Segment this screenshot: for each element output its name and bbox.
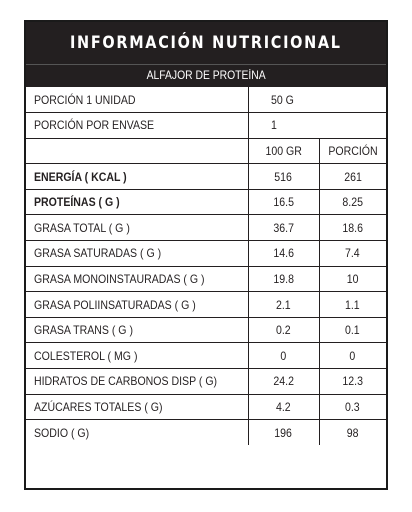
- nutrient-name: COLESTEROL ( MG ): [26, 342, 249, 370]
- nutrient-name: ENERGÍA ( KCAL ): [26, 163, 249, 190]
- nutrient-row: GRASA POLIINSATURADAS ( G ) 2.1 1.1: [26, 291, 387, 318]
- product-name-bar: ALFAJOR DE PROTEÍNA: [26, 64, 386, 87]
- nutrient-name: AZÚCARES TOTALES ( G): [26, 393, 249, 421]
- nutrient-value-per-serving: 10: [318, 265, 387, 293]
- nutrient-name: PROTEÍNAS ( G ): [26, 188, 249, 216]
- label-title-bar: INFORMACIÓN NUTRICIONAL: [26, 22, 386, 64]
- nutrient-name: GRASA MONOINSTAURADAS ( G ): [26, 265, 249, 293]
- nutrient-value-per-serving: 18.6: [318, 214, 387, 242]
- nutrient-row: AZÚCARES TOTALES ( G) 4.2 0.3: [26, 393, 387, 421]
- nutrient-value-per-100: 24.2: [247, 368, 320, 395]
- nutrient-row: PROTEÍNAS ( G ) 16.5 8.25: [26, 188, 387, 216]
- column-header-per-100: 100 GR: [247, 137, 320, 165]
- nutrient-name: GRASA SATURADAS ( G ): [26, 240, 249, 267]
- nutrient-value-per-serving: 0.1: [318, 316, 387, 344]
- nutrient-row: HIDRATOS DE CARBONOS DISP ( G) 24.2 12.3: [26, 368, 387, 395]
- nutrient-name: GRASA TRANS ( G ): [26, 316, 249, 344]
- column-header-empty: [26, 137, 249, 165]
- nutrient-row: COLESTEROL ( MG ) 0 0: [26, 342, 387, 370]
- nutrient-row: GRASA TRANS ( G ) 0.2 0.1: [26, 316, 387, 344]
- nutrient-value-per-serving: 1.1: [318, 291, 387, 318]
- nutrient-value-per-100: 16.5: [247, 188, 320, 216]
- nutrition-table-body: PORCIÓN 1 UNIDAD 50 G PORCIÓN POR ENVASE…: [26, 87, 387, 446]
- nutrient-value-per-100: 4.2: [247, 393, 320, 421]
- nutrient-value-per-100: 19.8: [247, 265, 320, 293]
- nutrient-value-per-serving: 261: [318, 163, 387, 190]
- servings-per-pack-row: PORCIÓN POR ENVASE 1: [26, 112, 387, 139]
- nutrient-value-per-serving: 12.3: [318, 368, 387, 395]
- column-header-per-serving: PORCIÓN: [318, 137, 387, 165]
- nutrient-name: GRASA TOTAL ( G ): [26, 214, 249, 242]
- nutrient-row: ENERGÍA ( KCAL ) 516 261: [26, 163, 387, 190]
- serving-size-row: PORCIÓN 1 UNIDAD 50 G: [26, 87, 387, 114]
- nutrient-value-per-serving: 7.4: [318, 240, 387, 267]
- nutrient-row: GRASA TOTAL ( G ) 36.7 18.6: [26, 214, 387, 242]
- nutrient-value-per-100: 14.6: [247, 240, 320, 267]
- product-name: ALFAJOR DE PROTEÍNA: [146, 70, 266, 82]
- nutrient-value-per-100: 2.1: [247, 291, 320, 318]
- serving-size-value: 50 G: [247, 87, 387, 114]
- nutrient-row: SODIO ( G) 196 98: [26, 419, 387, 446]
- column-header-row: 100 GR PORCIÓN: [26, 137, 387, 165]
- nutrient-row: GRASA MONOINSTAURADAS ( G ) 19.8 10: [26, 265, 387, 293]
- nutrient-name: HIDRATOS DE CARBONOS DISP ( G): [26, 368, 249, 395]
- label-title: INFORMACIÓN NUTRICIONAL: [70, 33, 342, 53]
- nutrient-value-per-100: 0.2: [247, 316, 320, 344]
- serving-size-label: PORCIÓN 1 UNIDAD: [26, 87, 249, 114]
- nutrition-table: PORCIÓN 1 UNIDAD 50 G PORCIÓN POR ENVASE…: [26, 87, 387, 446]
- nutrient-value-per-100: 0: [247, 342, 320, 370]
- nutrient-value-per-serving: 0: [318, 342, 387, 370]
- nutrient-value-per-100: 196: [247, 419, 320, 446]
- servings-per-pack-label: PORCIÓN POR ENVASE: [26, 112, 249, 139]
- nutrient-value-per-100: 516: [247, 163, 320, 190]
- nutrient-value-per-serving: 98: [318, 419, 387, 446]
- nutrient-row: GRASA SATURADAS ( G ) 14.6 7.4: [26, 240, 387, 267]
- nutrient-name: SODIO ( G): [26, 419, 249, 446]
- nutrient-value-per-100: 36.7: [247, 214, 320, 242]
- nutrient-name: GRASA POLIINSATURADAS ( G ): [26, 291, 249, 318]
- nutrient-value-per-serving: 8.25: [318, 188, 387, 216]
- servings-per-pack-value: 1: [247, 112, 387, 139]
- nutrient-value-per-serving: 0.3: [318, 393, 387, 421]
- nutrition-label: INFORMACIÓN NUTRICIONAL ALFAJOR DE PROTE…: [24, 20, 388, 490]
